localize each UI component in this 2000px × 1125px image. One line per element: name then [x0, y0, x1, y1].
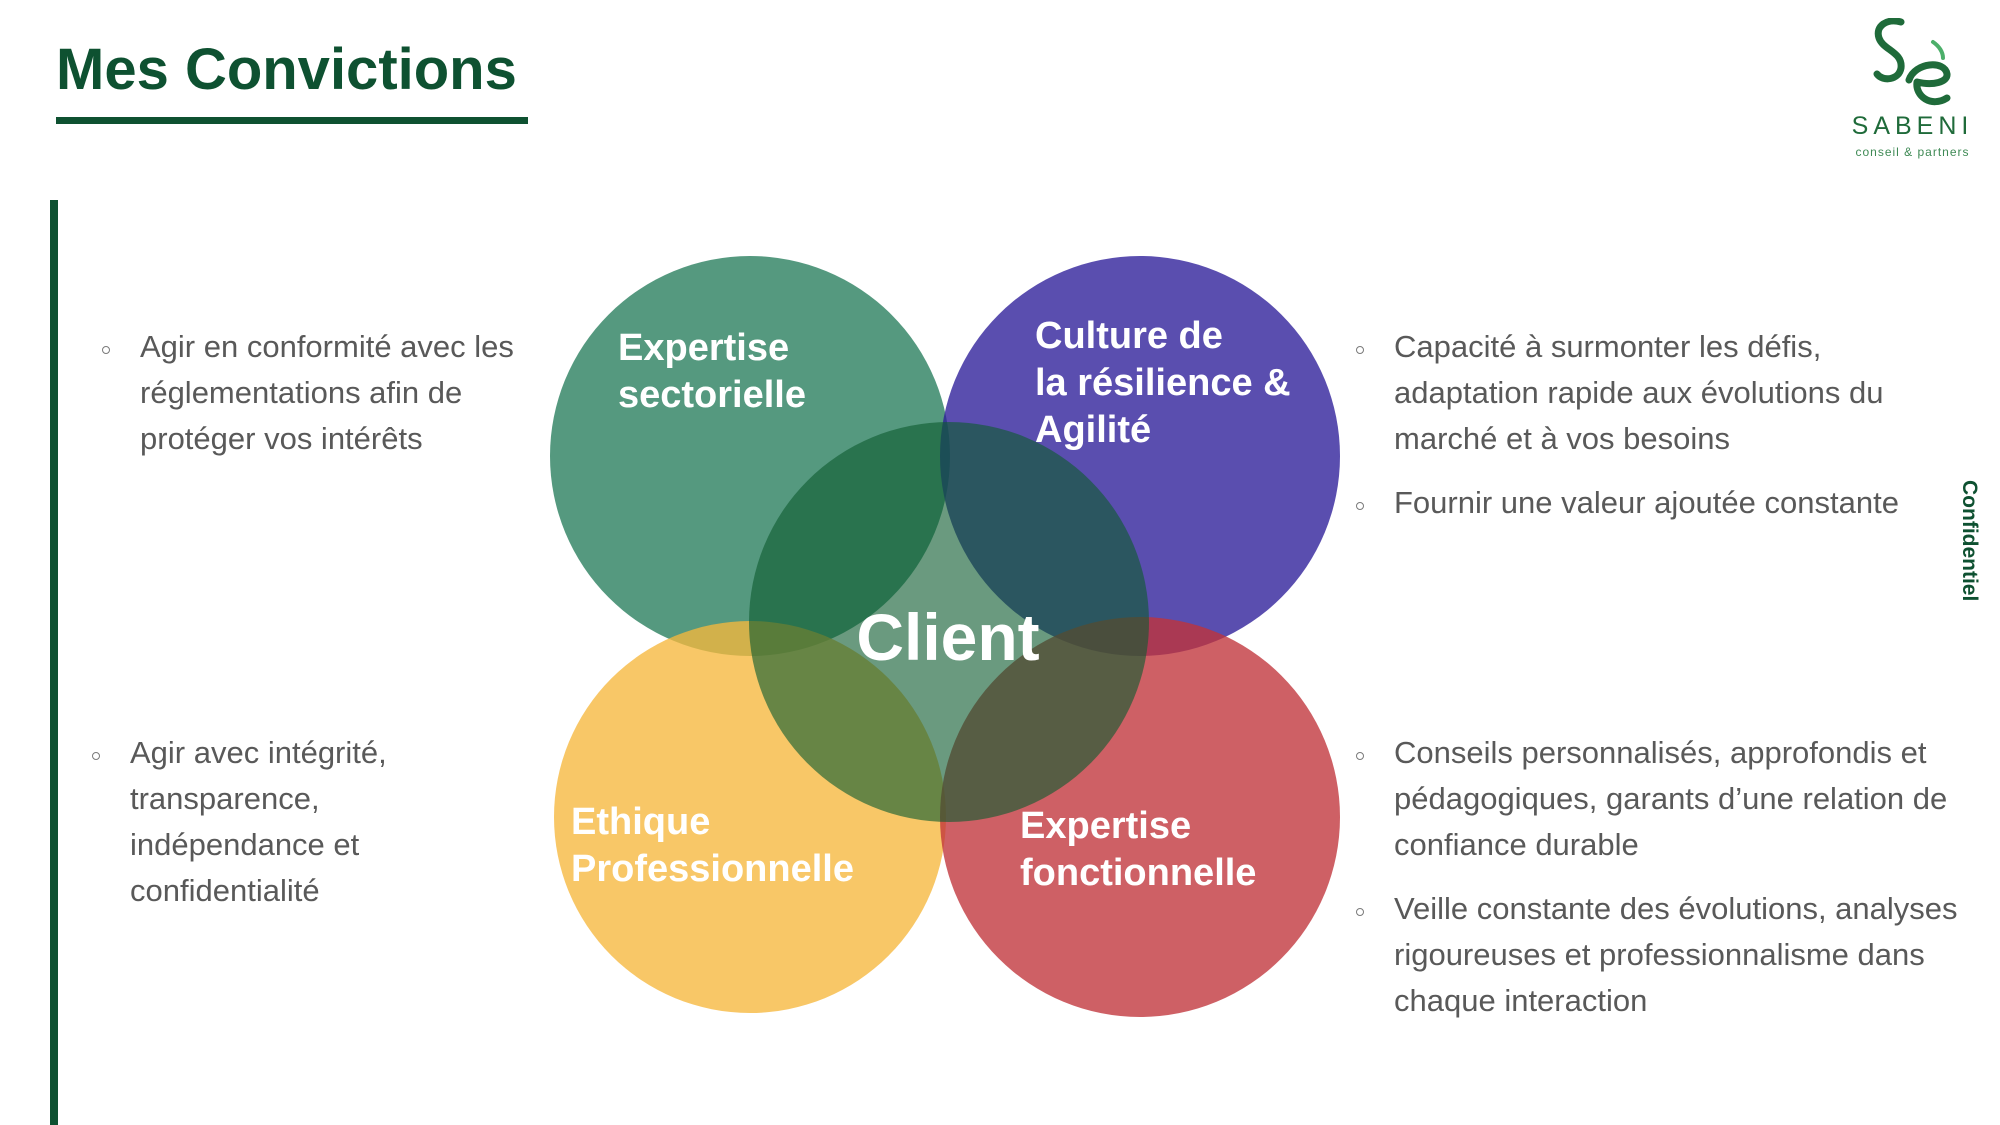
label-client: Client [856, 600, 1039, 674]
logo-name: SABENI [1851, 112, 1974, 140]
list-item: Agir en conformité avec les réglementati… [102, 324, 540, 462]
label-culture-resilience: Culture de la résilience & Agilité [1035, 315, 1291, 451]
logo-tagline: conseil & partners [1855, 145, 1970, 159]
bullet-icon [1356, 346, 1364, 354]
bullet-icon [1356, 752, 1364, 760]
label-expertise-fonctionnelle: Expertise fonctionnelle [1020, 805, 1256, 894]
list-item: Agir avec intégrité, transparence, indép… [92, 730, 490, 914]
bullets-top-right: Capacité à surmonter les défis, adaptati… [1356, 324, 1954, 544]
circle-client [749, 422, 1149, 822]
confidential-label: Confidentiel [1958, 480, 1981, 602]
bullets-bottom-right: Conseils personnalisés, approfondis et p… [1356, 730, 1994, 1042]
bullets-bottom-left: Agir avec intégrité, transparence, indép… [92, 730, 490, 932]
label-ethique-professionnelle: Ethique Professionnelle [571, 801, 854, 890]
list-item: Fournir une valeur ajoutée constante [1356, 480, 1954, 526]
title-underline [56, 117, 528, 124]
bullets-top-left: Agir en conformité avec les réglementati… [102, 324, 540, 480]
bullet-icon [1356, 502, 1364, 510]
bullet-icon [1356, 908, 1364, 916]
list-item: Conseils personnalisés, approfondis et p… [1356, 730, 1994, 868]
page-title: Mes Convictions [56, 37, 517, 102]
side-rule [50, 200, 58, 1125]
list-item: Capacité à surmonter les défis, adaptati… [1356, 324, 1954, 462]
list-item: Veille constante des évolutions, analyse… [1356, 886, 1994, 1024]
label-expertise-sectorielle: Expertise sectorielle [618, 327, 806, 416]
sabeni-logo-icon [1873, 18, 1951, 106]
bullet-icon [92, 752, 100, 760]
bullet-icon [102, 346, 110, 354]
